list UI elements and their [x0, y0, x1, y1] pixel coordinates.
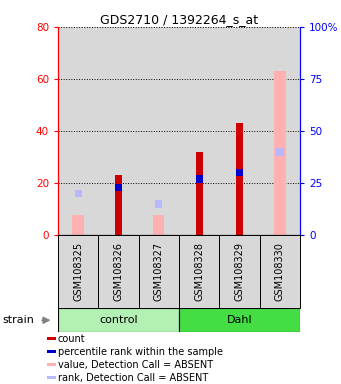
Text: rank, Detection Call = ABSENT: rank, Detection Call = ABSENT [58, 372, 208, 382]
Bar [236, 123, 243, 235]
FancyBboxPatch shape [58, 308, 179, 332]
Bar [115, 175, 122, 235]
FancyBboxPatch shape [139, 235, 179, 308]
FancyBboxPatch shape [179, 308, 300, 332]
Text: count: count [58, 334, 85, 344]
Bar [73, 215, 84, 235]
Bar [47, 363, 56, 366]
FancyBboxPatch shape [276, 148, 283, 156]
Bar [47, 376, 56, 379]
Text: value, Detection Call = ABSENT: value, Detection Call = ABSENT [58, 359, 213, 369]
Text: Dahl: Dahl [227, 315, 252, 325]
FancyBboxPatch shape [75, 190, 82, 197]
FancyBboxPatch shape [179, 235, 219, 308]
Bar [196, 152, 203, 235]
Text: GSM108327: GSM108327 [154, 242, 164, 301]
Text: GSM108329: GSM108329 [235, 242, 244, 301]
Text: strain: strain [3, 315, 35, 325]
FancyBboxPatch shape [196, 175, 203, 183]
Text: percentile rank within the sample: percentile rank within the sample [58, 347, 223, 357]
FancyBboxPatch shape [236, 169, 243, 177]
Bar [274, 71, 285, 235]
FancyBboxPatch shape [219, 235, 260, 308]
FancyBboxPatch shape [155, 200, 162, 208]
Title: GDS2710 / 1392264_s_at: GDS2710 / 1392264_s_at [100, 13, 258, 26]
FancyBboxPatch shape [98, 235, 139, 308]
Bar [47, 338, 56, 340]
Text: GSM108328: GSM108328 [194, 242, 204, 301]
Bar [47, 350, 56, 353]
Text: GSM108326: GSM108326 [114, 242, 123, 301]
Bar [153, 215, 164, 235]
FancyBboxPatch shape [115, 184, 122, 191]
Text: GSM108330: GSM108330 [275, 242, 285, 301]
Text: GSM108325: GSM108325 [73, 242, 83, 301]
Text: control: control [99, 315, 138, 325]
FancyBboxPatch shape [58, 235, 98, 308]
FancyBboxPatch shape [260, 235, 300, 308]
